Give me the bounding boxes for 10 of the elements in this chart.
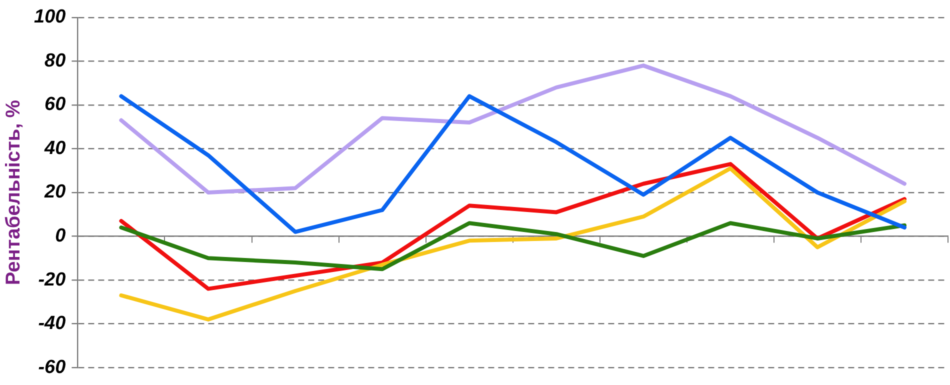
y-tick-label: -20	[38, 269, 66, 290]
y-axis-title: Рентабельність, %	[2, 100, 25, 286]
y-tick-label: 40	[44, 138, 66, 159]
y-tick-label: 80	[44, 50, 66, 72]
y-tick-label: 20	[44, 182, 66, 203]
y-tick-label: -40	[38, 313, 66, 334]
y-tick-label: 100	[34, 6, 66, 28]
y-tick-label: 60	[44, 94, 66, 116]
y-tick-label: 0	[55, 226, 66, 247]
y-tick-label: -60	[38, 356, 66, 378]
